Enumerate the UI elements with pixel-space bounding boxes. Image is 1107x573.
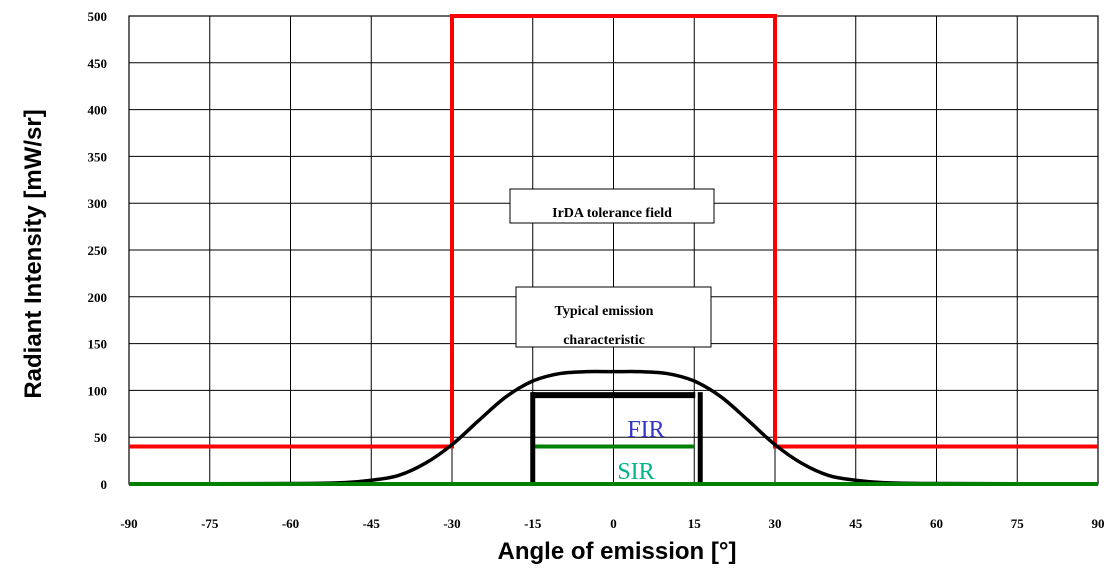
tolerance-field-box: IrDA tolerance field (509, 188, 715, 224)
typical-emission-label-line2: characteristic (563, 333, 645, 348)
x-tick-label-5: -15 (524, 516, 542, 531)
sir-label: SIR (617, 459, 654, 485)
y-tick-label-6: 300 (88, 196, 108, 211)
y-tick-label-4: 200 (88, 290, 108, 305)
x-tick-label-7: 15 (688, 516, 702, 531)
series-group (128, 14, 1099, 486)
grid (128, 15, 1099, 485)
fir-label: FIR (627, 417, 664, 443)
y-tick-label-8: 400 (88, 103, 108, 118)
x-axis-title: Angle of emission [°] (498, 538, 737, 565)
y-axis-ticks: 0 50 100 150 200 250 300 350 400 450 500 (88, 9, 108, 492)
x-tick-label-12: 90 (1092, 516, 1105, 531)
x-tick-label-3: -45 (363, 516, 381, 531)
x-tick-label-1: -75 (201, 516, 219, 531)
series-irda-tolerance (129, 14, 1098, 449)
y-tick-label-10: 500 (88, 9, 108, 24)
y-axis-title: Radiant Intensity [mW/sr] (20, 109, 47, 398)
series-typical-emission (128, 369, 1099, 486)
x-tick-label-8: 30 (769, 516, 782, 531)
x-tick-label-0: -90 (120, 516, 137, 531)
x-tick-label-10: 60 (930, 516, 943, 531)
x-tick-label-6: 0 (610, 516, 617, 531)
x-tick-label-2: -60 (282, 516, 299, 531)
y-tick-label-2: 100 (88, 383, 108, 398)
y-tick-label-5: 250 (88, 243, 108, 258)
typical-emission-label-line1: Typical emission (555, 304, 654, 319)
y-tick-label-7: 350 (88, 149, 108, 164)
typical-emission-box: Typical emission characteristic (515, 286, 712, 348)
y-tick-label-3: 150 (88, 337, 108, 352)
y-tick-label-0: 0 (101, 477, 108, 492)
tolerance-field-label: IrDA tolerance field (552, 206, 672, 221)
y-tick-label-9: 450 (88, 56, 108, 71)
x-tick-label-9: 45 (849, 516, 863, 531)
y-tick-label-1: 50 (94, 430, 107, 445)
x-axis-ticks: -90 -75 -60 -45 -30 -15 0 15 30 45 60 75 90 (120, 516, 1104, 531)
x-tick-label-11: 75 (1011, 516, 1025, 531)
x-tick-label-4: -30 (443, 516, 460, 531)
